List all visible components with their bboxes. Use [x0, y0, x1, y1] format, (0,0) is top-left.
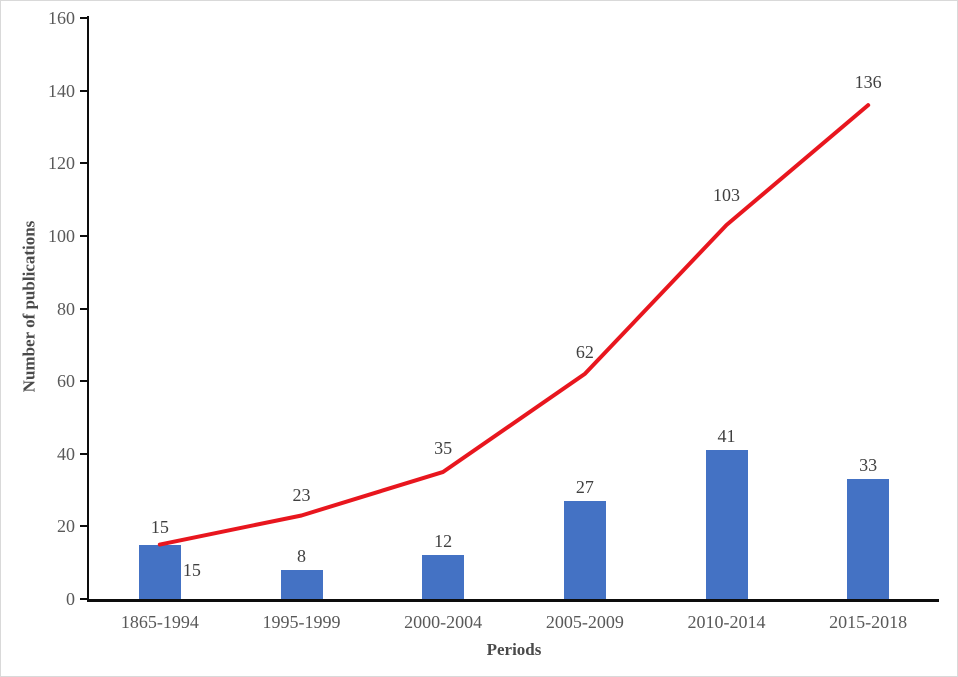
- y-tick-label: 100: [48, 225, 75, 246]
- bar-2015-2018: [847, 479, 890, 599]
- x-axis-title: Periods: [486, 640, 542, 659]
- y-axis-tick: [80, 89, 89, 92]
- bar-value-label: 27: [575, 476, 594, 497]
- y-axis-tick: [80, 307, 89, 310]
- bar-2000-2004: [422, 555, 465, 599]
- bar-value-label: 12: [434, 531, 453, 552]
- x-tick-label: 1865-1994: [120, 612, 199, 632]
- y-axis-tick: [80, 17, 89, 19]
- y-tick-label: 20: [57, 516, 75, 537]
- y-tick-label: 60: [57, 371, 75, 392]
- y-tick-label: 160: [48, 8, 75, 28]
- bar-value-label: 41: [717, 426, 736, 447]
- bar-2005-2009: [563, 500, 606, 599]
- y-tick-label: 0: [66, 589, 75, 609]
- y-axis-tick: [80, 598, 89, 600]
- bar-2010-2014: [705, 450, 748, 599]
- line-value-label: 35: [434, 437, 453, 458]
- bar-1865-1994: [138, 544, 181, 599]
- line-value-label: 23: [292, 485, 311, 506]
- x-tick-label: 2015-2018: [829, 612, 908, 632]
- line-value-label: 15: [150, 516, 169, 537]
- y-axis-tick: [80, 380, 89, 383]
- bar-value-label: 33: [859, 455, 878, 476]
- y-axis-tick: [80, 162, 89, 165]
- x-tick-label: 2010-2014: [687, 612, 766, 632]
- y-tick-label: 80: [57, 298, 75, 319]
- y-tick-label: 40: [57, 443, 75, 464]
- y-axis-tick: [80, 452, 89, 455]
- y-tick-label: 140: [48, 80, 75, 101]
- line-value-label: 136: [854, 72, 882, 93]
- line-value-label: 62: [575, 341, 594, 362]
- y-axis-tick: [80, 234, 89, 237]
- y-axis-tick: [80, 525, 89, 528]
- x-tick-label: 2005-2009: [545, 612, 624, 632]
- cumulative-line-path: [157, 103, 871, 547]
- bar-value-label: 8: [297, 545, 306, 566]
- x-tick-label: 1995-1999: [262, 612, 341, 632]
- bar-1995-1999: [280, 569, 323, 599]
- y-tick-label: 120: [48, 153, 75, 174]
- x-axis-line: [87, 599, 939, 602]
- x-tick-label: 2000-2004: [404, 612, 483, 632]
- bar-value-label: 15: [182, 559, 201, 580]
- line-value-label: 103: [713, 184, 740, 205]
